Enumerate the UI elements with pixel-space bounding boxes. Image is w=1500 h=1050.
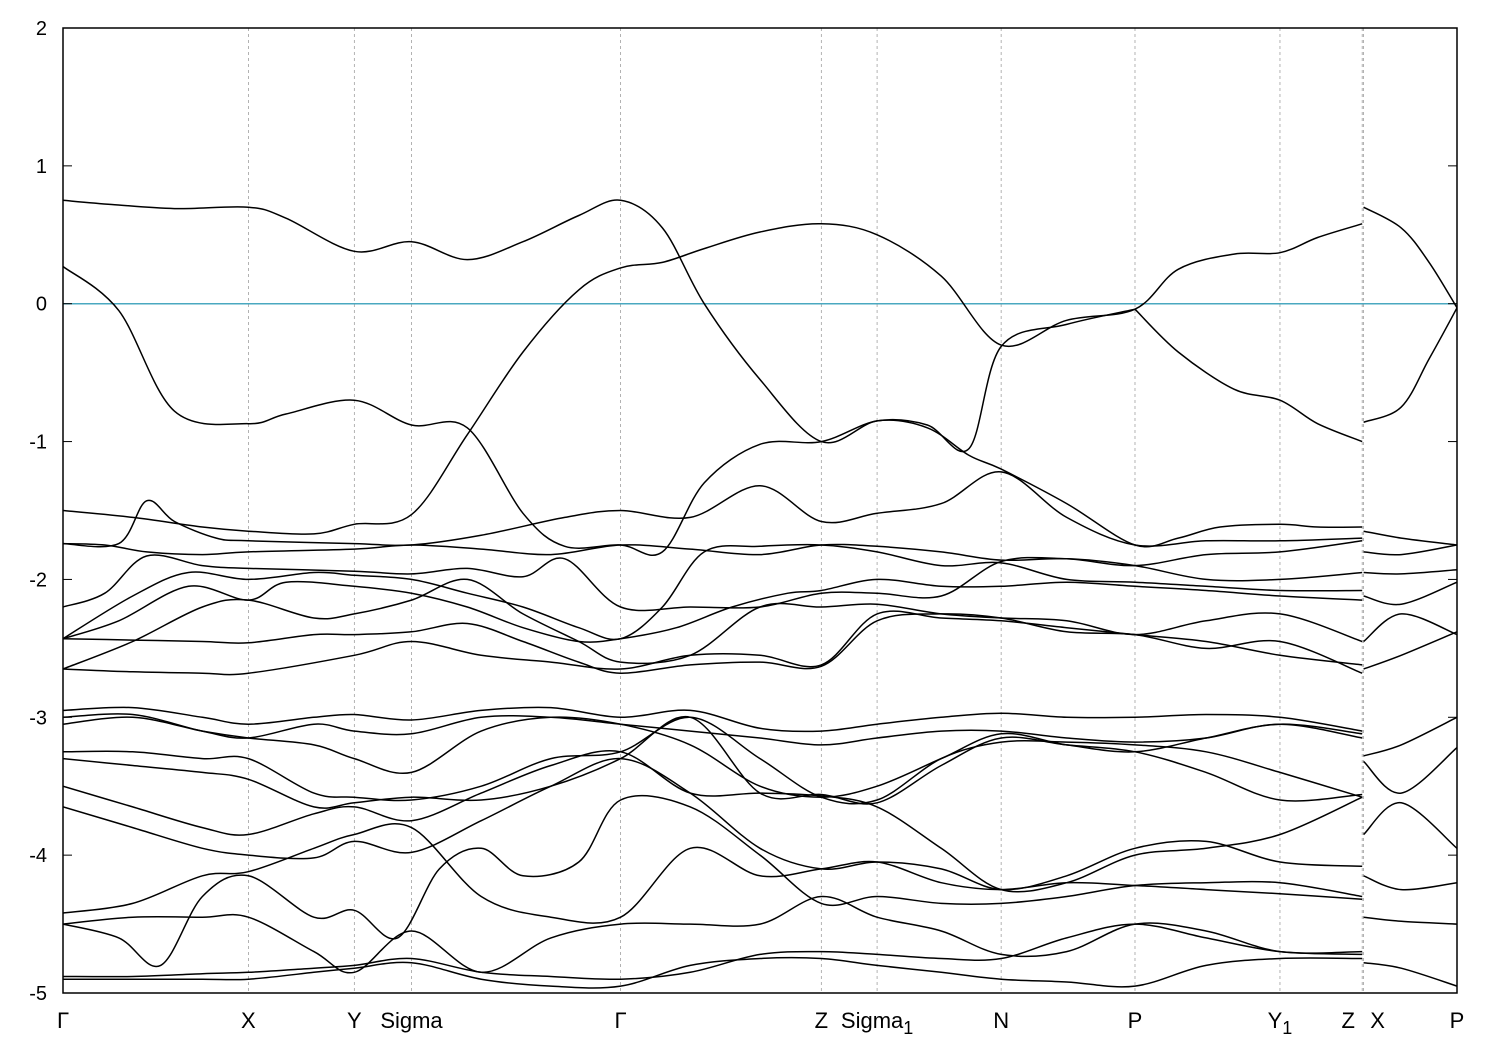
band-line-17 [1363,544,1457,556]
y-tick-label: -5 [29,983,47,1005]
y-tick-label: -1 [29,432,47,454]
band-line-27 [63,823,1363,924]
band-line-29 [63,895,1363,974]
x-tick-label-gamma: Γ [57,1008,69,1033]
y-tick-label: 1 [36,156,47,178]
x-tick-label-p: P [1128,1008,1143,1033]
x-tick-label-n: N [993,1008,1009,1033]
band-line-19 [1363,631,1457,670]
y-axis: 2 1 0 -1 -2 -3 -4 -5 [29,18,1457,1005]
band-line-13 [63,610,1363,676]
band-line-35 [1363,875,1457,891]
band-line-18 [1363,530,1457,546]
x-tick-label-x: X [241,1008,256,1033]
band-line-26 [63,757,1363,891]
band-line-37 [1363,961,1457,987]
y-tick-label: 0 [36,294,47,316]
band-line-16 [1363,569,1457,575]
plot-frame [62,27,1458,994]
band-line-10 [63,578,1363,643]
x-tick-label-subscript: 1 [1282,1018,1292,1038]
band-line-7 [63,540,1363,567]
band-line-32 [1363,716,1457,757]
band-line-6 [63,471,1363,548]
x-tick-label-z: Z [1341,1008,1354,1033]
band-line-28 [63,794,1363,968]
x-tick-label-z: Z [815,1008,828,1033]
y-tick-label: -3 [29,707,47,729]
band-line-24 [63,715,1363,809]
band-line-31 [63,956,1363,989]
x-tick-label-gamma: Γ [615,1008,627,1033]
band-line-30 [63,923,1363,981]
band-line-21 [63,713,1363,746]
band-line-0 [63,199,1363,548]
band-line-9 [63,543,1363,641]
band-line-4 [1363,206,1457,309]
band-line-36 [1363,916,1457,925]
y-tick-label: -2 [29,569,47,591]
band-line-20 [63,706,1363,733]
band-line-2 [63,223,1363,535]
x-tick-label-y: Y [347,1008,362,1033]
x-tick-label-subscript: 1 [903,1018,913,1038]
band-line-3 [1134,308,1363,443]
band-line-22 [63,716,1363,798]
band-line-34 [1363,802,1457,849]
band-line-14 [1363,613,1457,643]
band-line-8 [63,554,1363,612]
band-line-33 [1363,747,1457,794]
x-tick-label-sigma: Sigma [380,1008,443,1033]
y-tick-label: -4 [29,845,47,867]
band-line-15 [1363,581,1457,606]
y-tick-label: 2 [36,18,47,40]
x-tick-label-p: P [1450,1008,1465,1033]
band-line-5 [1363,307,1457,424]
bands-layer [63,199,1457,989]
x-tick-label-x: X [1370,1008,1385,1033]
